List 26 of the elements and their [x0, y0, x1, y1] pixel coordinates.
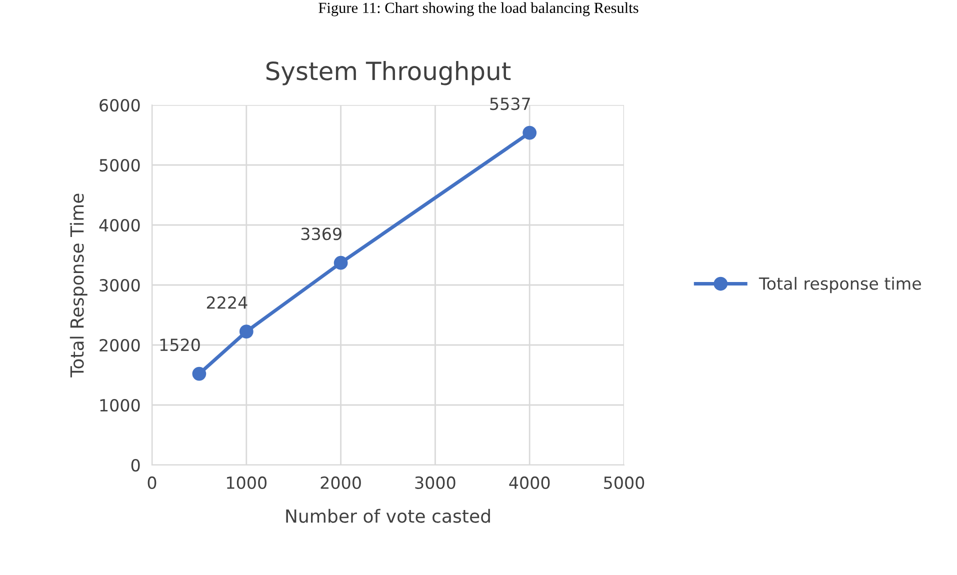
- y-tick-label: 6000: [100, 98, 140, 112]
- x-tick-label: 0: [148, 476, 156, 490]
- data-label: 2224: [206, 296, 248, 309]
- y-tick-label: 3000: [100, 278, 140, 292]
- legend-label: Total response time: [758, 276, 921, 294]
- point: [334, 256, 348, 270]
- y-tick-label: 5000: [100, 158, 140, 172]
- point: [239, 324, 254, 339]
- y-tick-label: 0: [131, 458, 140, 472]
- y-tick-label: 1000: [100, 398, 140, 412]
- x-tick-label: 4000: [509, 476, 550, 490]
- x-axis-title: Number of vote casted: [286, 508, 490, 523]
- caption: Figure 11: Chart showing the load balancing Results: [318, 2, 638, 16]
- chart-title: System Throughput: [266, 61, 511, 86]
- y-tick-label: 2000: [100, 338, 140, 352]
- x-tick-label: 3000: [415, 476, 456, 490]
- point: [522, 126, 537, 140]
- y-axis-title: Total Response Time: [70, 194, 88, 378]
- data-label: 5537: [490, 98, 530, 110]
- x-tick-label: 1000: [227, 476, 266, 490]
- x-tick-label: 2000: [320, 476, 361, 490]
- x-tick-label: 5000: [604, 476, 644, 490]
- data-label: 1520: [160, 338, 200, 352]
- data-label: 3369: [301, 228, 342, 240]
- y-tick-label: 4000: [99, 218, 140, 232]
- point: [192, 366, 206, 381]
